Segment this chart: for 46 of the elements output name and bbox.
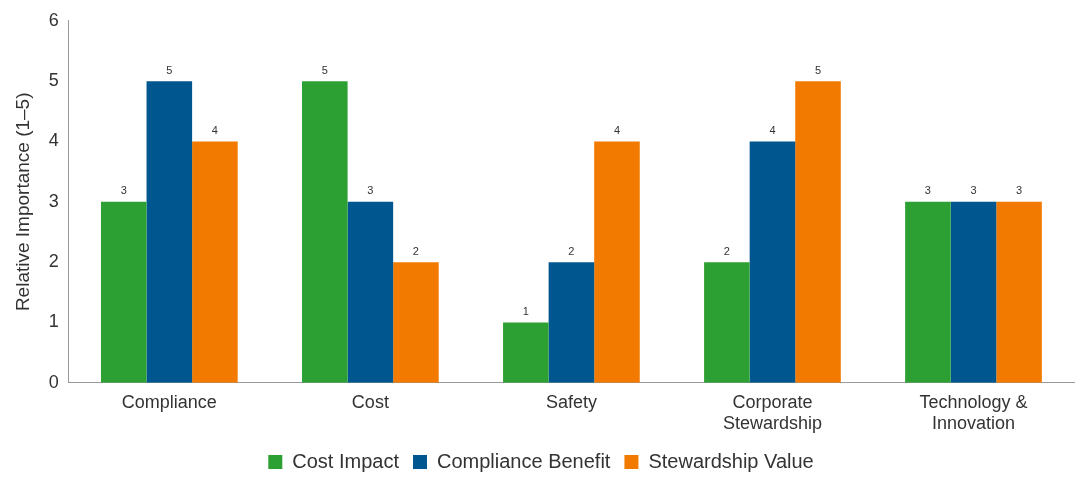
bar: [302, 81, 348, 383]
x-tick-label: Cost: [351, 391, 389, 412]
y-tick-label: 1: [48, 311, 59, 332]
bar: [347, 201, 394, 383]
data-label: 3: [924, 184, 931, 197]
y-tick-label: 2: [48, 251, 59, 272]
data-label: 3: [120, 184, 127, 197]
data-label: 2: [412, 244, 419, 257]
bar: [996, 201, 1042, 383]
data-label: 5: [814, 63, 822, 76]
data-label: 5: [166, 63, 173, 76]
bar: [503, 322, 549, 383]
bar: [100, 201, 147, 383]
data-label: 2: [723, 244, 730, 257]
x-tick-label: Corporate Stewardship: [722, 391, 822, 434]
bar: [548, 262, 595, 383]
bar: [146, 81, 193, 383]
bar: [905, 201, 951, 383]
y-axis-title: Relative Importance (1–5): [11, 92, 33, 312]
data-label: 4: [769, 124, 776, 136]
data-label: 4: [613, 124, 621, 136]
y-tick-label: 6: [48, 9, 59, 30]
legend-label: Cost Impact: [292, 449, 400, 472]
bar: [192, 141, 238, 383]
data-label: 2: [568, 244, 575, 257]
bar: [393, 262, 439, 383]
x-tick-label: Compliance: [121, 391, 217, 412]
data-label: 3: [970, 184, 977, 197]
bar: [950, 201, 997, 383]
y-tick-label: 0: [48, 371, 59, 392]
bar: [749, 141, 796, 383]
y-tick-label: 3: [48, 190, 59, 211]
data-label: 3: [1015, 184, 1023, 197]
y-tick-label: 5: [48, 70, 59, 91]
legend-label: Compliance Benefit: [436, 449, 611, 472]
y-tick-label: 4: [48, 130, 59, 151]
data-label: 5: [321, 63, 328, 76]
bar: [594, 141, 640, 383]
data-label: 4: [211, 124, 218, 136]
data-label: 3: [367, 184, 374, 197]
data-label: 1: [522, 305, 529, 317]
bar: [795, 81, 841, 383]
legend-label: Stewardship Value: [648, 449, 814, 472]
x-tick-label: Safety: [545, 391, 597, 412]
bar: [704, 262, 750, 383]
x-tick-label: Technology & Innovation: [919, 391, 1028, 434]
